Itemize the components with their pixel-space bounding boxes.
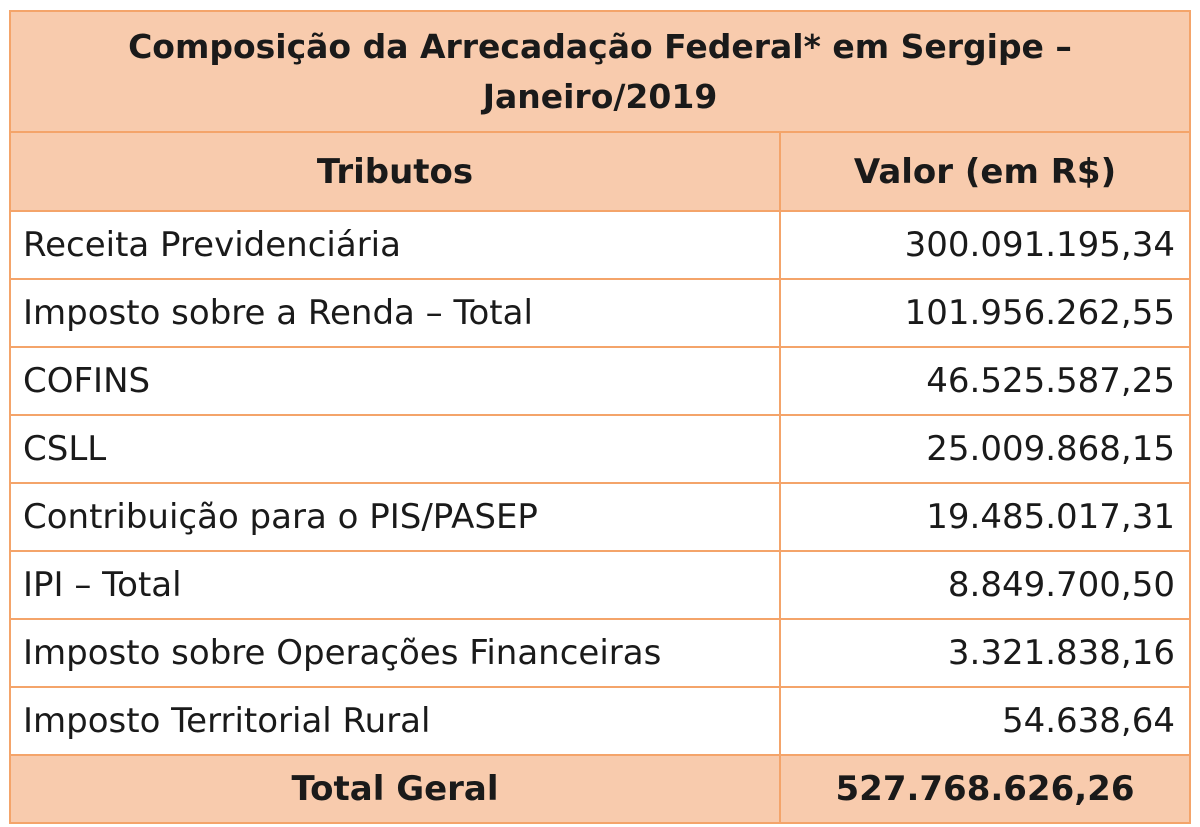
row-value: 19.485.017,31 [779, 482, 1191, 552]
row-name: IPI – Total [9, 550, 781, 620]
table-row: Imposto Territorial Rural 54.638,64 [9, 686, 1191, 756]
header-valor: Valor (em R$) [779, 131, 1191, 212]
row-value: 8.849.700,50 [779, 550, 1191, 620]
row-value: 54.638,64 [779, 686, 1191, 756]
total-value: 527.768.626,26 [779, 754, 1191, 824]
row-name: Imposto sobre Operações Financeiras [9, 618, 781, 688]
row-name: Imposto sobre a Renda – Total [9, 278, 781, 348]
table-row: CSLL 25.009.868,15 [9, 414, 1191, 484]
table-row: IPI – Total 8.849.700,50 [9, 550, 1191, 620]
header-row: Tributos Valor (em R$) [9, 131, 1191, 212]
row-value: 101.956.262,55 [779, 278, 1191, 348]
row-value: 46.525.587,25 [779, 346, 1191, 416]
row-value: 300.091.195,34 [779, 210, 1191, 280]
table-title-line2: Janeiro/2019 [482, 76, 718, 116]
table-row: Contribuição para o PIS/PASEP 19.485.017… [9, 482, 1191, 552]
total-row: Total Geral 527.768.626,26 [9, 754, 1191, 824]
table-row: COFINS 46.525.587,25 [9, 346, 1191, 416]
row-name: CSLL [9, 414, 781, 484]
row-value: 25.009.868,15 [779, 414, 1191, 484]
table-row: Imposto sobre Operações Financeiras 3.32… [9, 618, 1191, 688]
row-name: Contribuição para o PIS/PASEP [9, 482, 781, 552]
header-tributos: Tributos [9, 131, 781, 212]
table-title: Composição da Arrecadação Federal* em Se… [9, 10, 1191, 133]
table-row: Receita Previdenciária 300.091.195,34 [9, 210, 1191, 280]
row-name: Imposto Territorial Rural [9, 686, 781, 756]
row-value: 3.321.838,16 [779, 618, 1191, 688]
row-name: Receita Previdenciária [9, 210, 781, 280]
title-row: Composição da Arrecadação Federal* em Se… [9, 10, 1191, 133]
arrecadacao-table: Composição da Arrecadação Federal* em Se… [9, 10, 1191, 824]
table-row: Imposto sobre a Renda – Total 101.956.26… [9, 278, 1191, 348]
row-name: COFINS [9, 346, 781, 416]
total-label: Total Geral [9, 754, 781, 824]
table-title-line1: Composição da Arrecadação Federal* em Se… [128, 26, 1072, 66]
